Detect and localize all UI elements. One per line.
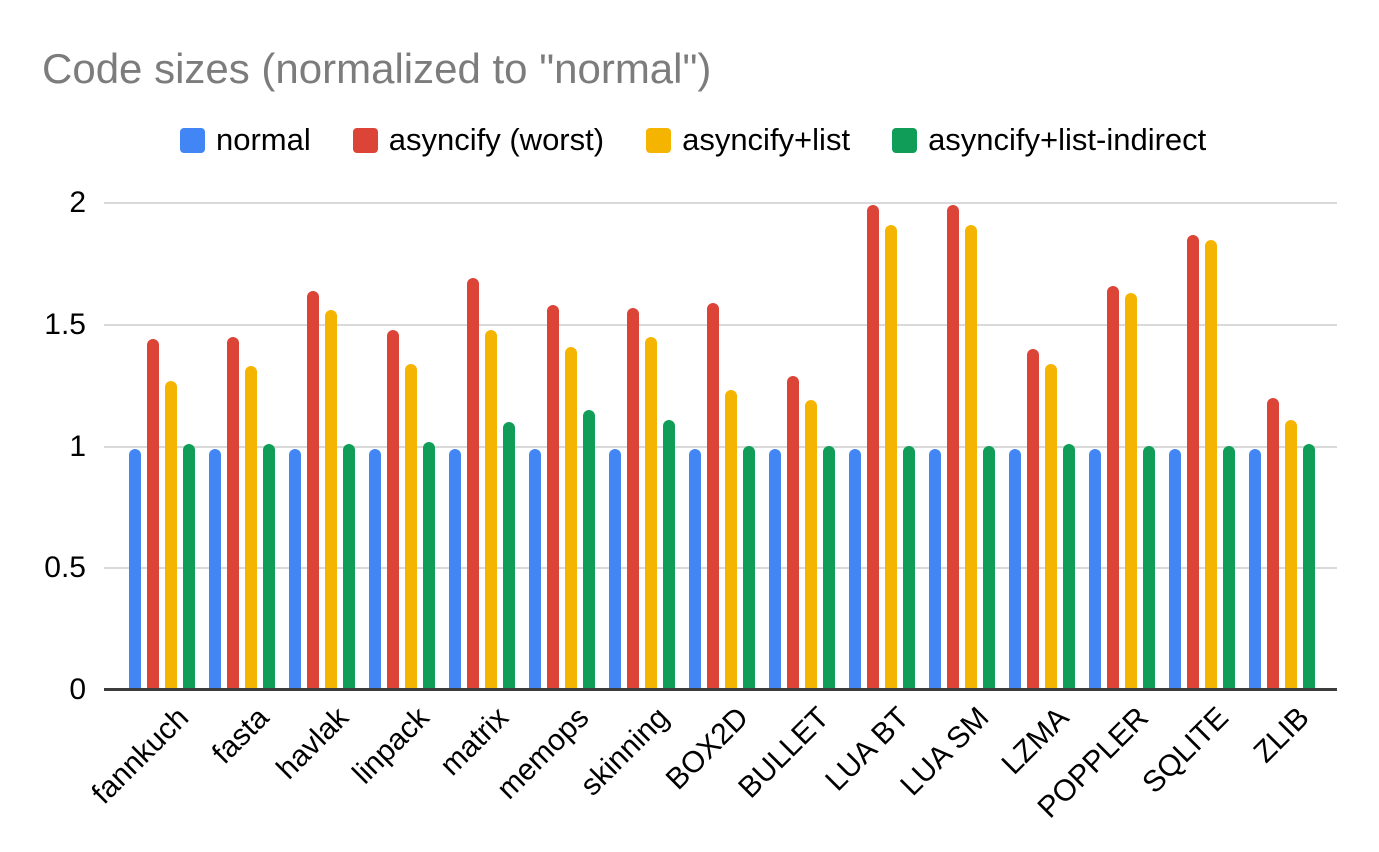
bar-asyncify+list-indirect <box>1063 444 1075 690</box>
bar-asyncify+list-indirect <box>823 446 835 690</box>
x-axis-label: havlak <box>270 701 356 786</box>
bar-asyncify+list-indirect <box>183 444 195 690</box>
bar-asyncify+list <box>885 225 897 690</box>
bar-asyncify-worst- <box>387 330 399 690</box>
bar-asyncify+list-indirect <box>983 446 995 690</box>
bar-asyncify-worst- <box>787 376 799 690</box>
bar-normal <box>1089 449 1101 690</box>
bar-asyncify-worst- <box>307 291 319 690</box>
bar-asyncify+list <box>1125 293 1137 690</box>
bar-normal <box>929 449 941 690</box>
bar-asyncify-worst- <box>467 278 479 690</box>
bar-asyncify-worst- <box>227 337 239 690</box>
bar-asyncify+list-indirect <box>423 442 435 690</box>
bar-normal <box>369 449 381 690</box>
bar-asyncify+list <box>245 366 257 690</box>
legend: normal asyncify (worst) asyncify+list async… <box>180 122 1206 158</box>
bar-asyncify+list <box>645 337 657 690</box>
x-axis-label: SQLITE <box>1136 701 1236 800</box>
bar-normal <box>769 449 781 690</box>
legend-item: normal <box>180 122 311 158</box>
legend-item: asyncify (worst) <box>352 122 605 158</box>
bar-asyncify-worst- <box>147 339 159 690</box>
bar-asyncify-worst- <box>1187 235 1199 690</box>
bar-asyncify-worst- <box>1027 349 1039 690</box>
bar-normal <box>209 449 221 690</box>
bar-asyncify+list-indirect <box>583 410 595 690</box>
bar-asyncify+list-indirect <box>263 444 275 690</box>
chart-title: Code sizes (normalized to "normal") <box>42 45 712 92</box>
gridline <box>104 445 1337 448</box>
bar-normal <box>849 449 861 690</box>
y-tick-label: 1.5 <box>44 307 86 341</box>
bar-normal <box>529 449 541 690</box>
bar-normal <box>609 449 621 690</box>
x-axis-line <box>104 688 1337 691</box>
legend-label: asyncify (worst) <box>388 122 605 157</box>
legend-label: asyncify+list <box>682 122 851 157</box>
bar-asyncify-worst- <box>707 303 719 690</box>
legend-label: asyncify+list-indirect <box>928 122 1207 157</box>
bar-normal <box>1009 449 1021 690</box>
y-tick-label: 1 <box>69 429 86 463</box>
y-tick-label: 2 <box>69 186 86 219</box>
legend-swatch <box>892 127 918 153</box>
bar-normal <box>689 449 701 690</box>
bar-asyncify-worst- <box>627 308 639 690</box>
bar-asyncify+list <box>325 310 337 690</box>
bar-normal <box>129 449 141 690</box>
bar-asyncify+list-indirect <box>1143 446 1155 690</box>
legend-item: asyncify+list-indirect <box>892 122 1206 158</box>
y-tick-label: 0.5 <box>44 551 86 585</box>
bar-asyncify-worst- <box>947 205 959 690</box>
bar-asyncify+list <box>565 347 577 690</box>
bar-asyncify+list <box>1285 420 1297 690</box>
bar-asyncify+list <box>805 400 817 690</box>
legend-swatch <box>352 127 378 153</box>
legend-swatch <box>180 127 205 153</box>
bar-normal <box>449 449 461 690</box>
bar-asyncify+list-indirect <box>1303 444 1315 690</box>
bar-normal <box>1249 449 1261 690</box>
bar-asyncify+list <box>1205 240 1217 690</box>
x-axis-label: ZLIB <box>1247 701 1316 770</box>
bar-asyncify+list <box>165 381 177 690</box>
legend-label: normal <box>216 122 311 157</box>
legend-swatch <box>646 127 672 153</box>
bar-asyncify+list <box>485 330 497 690</box>
bar-asyncify-worst- <box>547 305 559 690</box>
x-axis-label: linpack <box>345 701 436 791</box>
gridline <box>104 323 1337 326</box>
bar-asyncify+list <box>1045 364 1057 690</box>
bar-asyncify+list <box>725 390 737 690</box>
bar-normal <box>289 449 301 690</box>
bar-asyncify-worst- <box>1107 286 1119 690</box>
bar-asyncify+list <box>965 225 977 690</box>
bar-asyncify+list-indirect <box>743 446 755 690</box>
x-axis-label: fannkuch <box>85 701 196 811</box>
x-axis-label: LUA SM <box>894 701 996 803</box>
bar-normal <box>1169 449 1181 690</box>
y-tick-label: 0 <box>69 673 86 706</box>
bar-asyncify+list <box>405 364 417 690</box>
bar-asyncify+list-indirect <box>343 444 355 690</box>
bar-asyncify-worst- <box>867 205 879 690</box>
x-axis-label: skinning <box>574 701 676 803</box>
bar-asyncify+list-indirect <box>1223 446 1235 690</box>
bar-asyncify+list-indirect <box>903 446 915 690</box>
bar-asyncify-worst- <box>1267 398 1279 690</box>
gridline <box>104 202 1337 204</box>
bar-asyncify+list-indirect <box>663 420 675 690</box>
bar-asyncify+list-indirect <box>503 422 515 690</box>
x-axis-label: fasta <box>206 701 276 771</box>
gridline <box>104 567 1337 570</box>
legend-item: asyncify+list <box>646 122 850 158</box>
